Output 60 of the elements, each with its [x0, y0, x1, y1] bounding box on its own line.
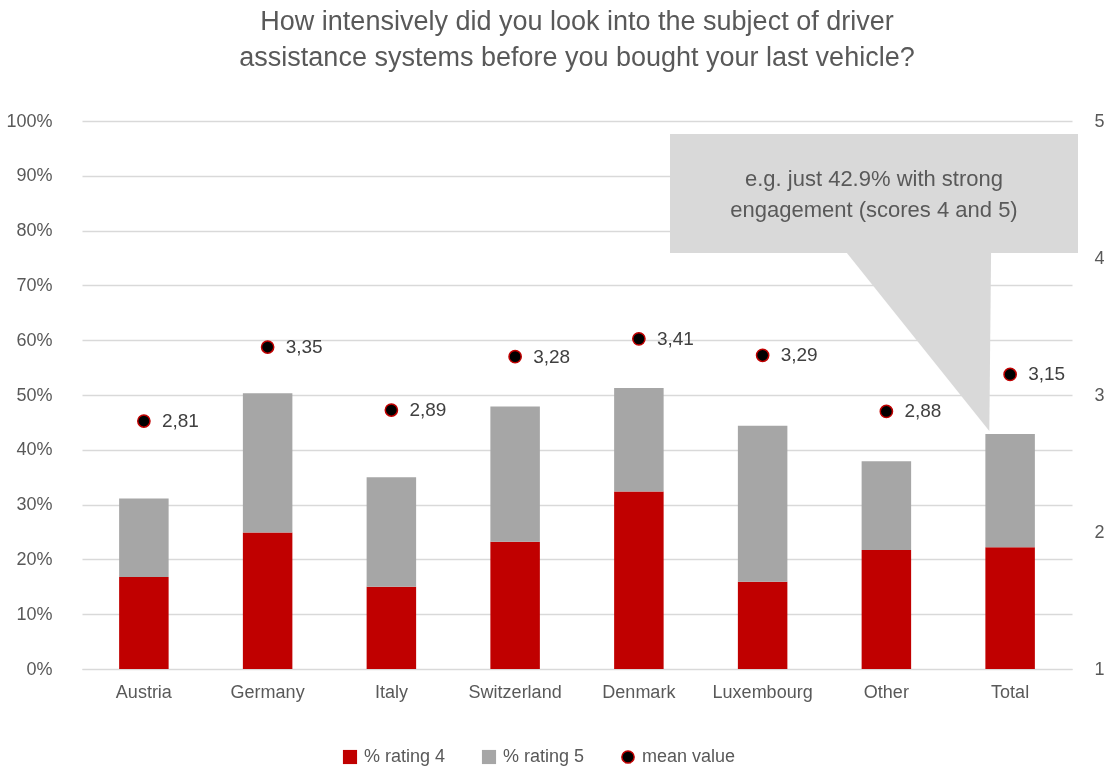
point [755, 348, 770, 363]
bar [614, 491, 664, 669]
y2-tick-label: 1 [1094, 658, 1105, 679]
bar [985, 433, 1035, 548]
bar [119, 576, 169, 669]
y-tick-label: 0% [26, 658, 53, 679]
point [137, 414, 151, 428]
x-tick-label: Total [991, 681, 1030, 702]
y-tick-label: 40% [16, 439, 53, 460]
point [1003, 367, 1017, 382]
legend-label: % rating 4 [364, 746, 446, 766]
point [384, 403, 399, 417]
point [508, 349, 522, 364]
y-tick-label: 50% [16, 384, 53, 405]
bar [490, 541, 540, 669]
x-tick-label: Austria [115, 681, 173, 702]
x-tick-label: Other [863, 681, 909, 702]
y-tick-label: 90% [16, 165, 53, 186]
bar [366, 477, 417, 587]
bar [614, 387, 664, 492]
y-tick-label: 70% [16, 274, 53, 295]
point [260, 340, 275, 354]
bar [861, 550, 912, 669]
bar [861, 461, 912, 551]
legend-label: mean value [642, 746, 736, 766]
x-tick-label: Denmark [602, 681, 677, 702]
bar [737, 581, 788, 669]
data-label: 3,29 [780, 344, 818, 366]
y-tick-label: 30% [16, 494, 53, 515]
y-tick-label: 60% [16, 329, 53, 350]
y-tick-label: 80% [16, 220, 53, 241]
point [879, 404, 894, 419]
bar [242, 393, 293, 533]
data-label: 3,15 [1028, 363, 1066, 385]
y-tick-label: 100% [6, 110, 53, 131]
bar [737, 425, 788, 582]
point [632, 331, 646, 346]
data-label: 2,88 [904, 400, 942, 422]
y-tick-label: 20% [16, 548, 53, 569]
y2-tick-label: 2 [1094, 521, 1105, 542]
bar [119, 498, 169, 577]
data-label: 2,89 [409, 399, 447, 421]
x-tick-label: Germany [230, 681, 305, 702]
bar [985, 547, 1035, 669]
y2-tick-label: 4 [1094, 247, 1105, 268]
x-tick-label: Luxembourg [712, 681, 813, 702]
data-label: 2,81 [161, 410, 199, 432]
x-tick-label: Switzerland [468, 681, 562, 702]
y-tick-label: 10% [16, 603, 53, 624]
x-tick-label: Italy [374, 681, 408, 702]
bar [242, 532, 293, 669]
legend-label: % rating 5 [503, 746, 585, 766]
data-label: 3,35 [285, 336, 323, 358]
y2-tick-label: 5 [1094, 110, 1105, 131]
y2-tick-label: 3 [1094, 384, 1105, 405]
data-label: 3,28 [533, 345, 571, 367]
chart-title: How intensively did you look into the subject of driver assistance systems before you bought your last vehicle? [239, 6, 915, 72]
bar [366, 586, 417, 669]
data-label: 3,41 [656, 327, 694, 349]
bar [490, 406, 540, 542]
